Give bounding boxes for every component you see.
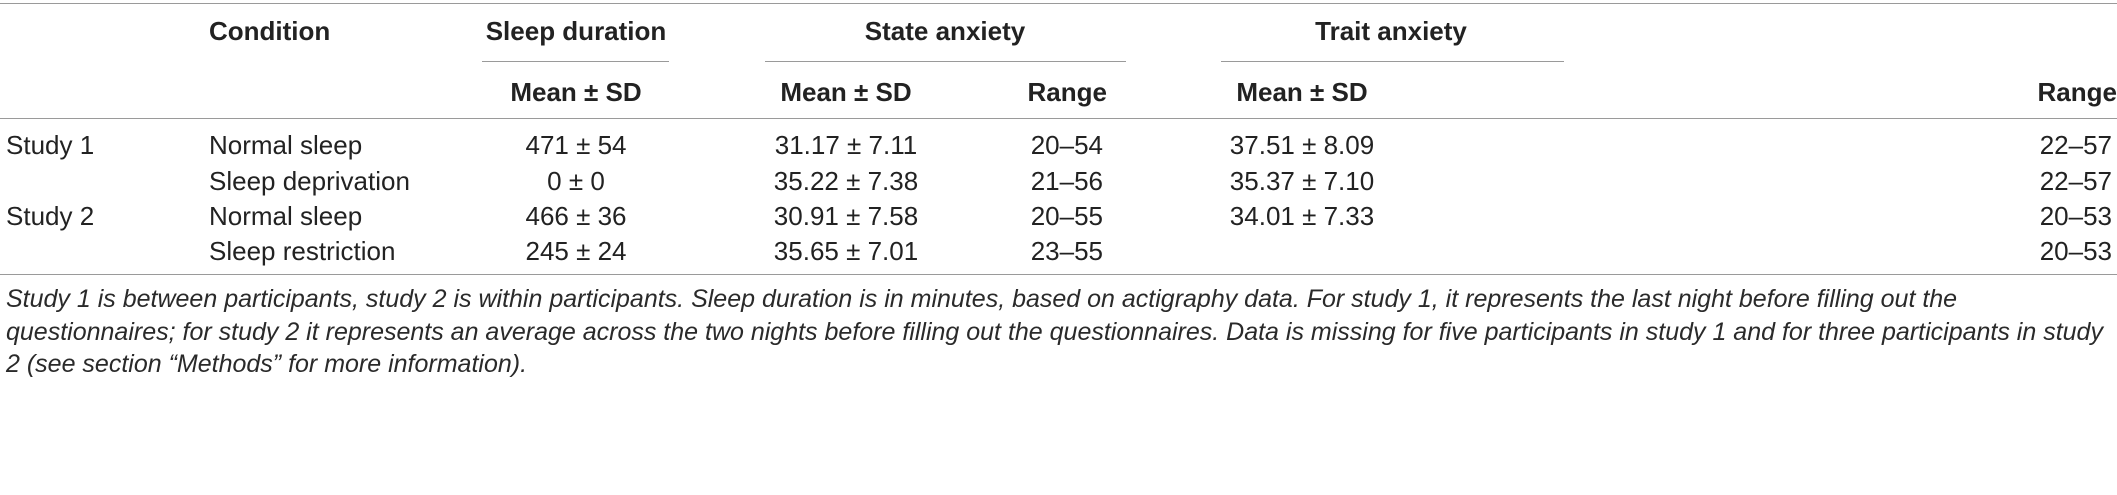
table-cell-trait-range: 20–53 xyxy=(2039,201,2112,231)
header-state-anxiety: State anxiety xyxy=(864,16,1026,46)
table-cell-study: Study 1 xyxy=(6,130,95,160)
table-cell-trait-mean: 34.01 ± 7.33 xyxy=(1229,201,1375,231)
table-cell-sleep-duration: 466 ± 36 xyxy=(525,201,627,231)
table-top-rule xyxy=(0,3,2117,4)
table-cell-state-mean: 31.17 ± 7.11 xyxy=(774,130,918,160)
table-cell-study: Study 2 xyxy=(6,201,95,231)
table-footnote: Study 1 is between participants, study 2… xyxy=(6,285,2103,378)
header-trait-anxiety: Trait anxiety xyxy=(1315,16,1467,46)
table-cell-state-mean: 30.91 ± 7.58 xyxy=(773,201,919,231)
table-cell-state-range: 23–55 xyxy=(1030,236,1103,266)
table-cell-condition: Sleep restriction xyxy=(209,236,396,266)
trait-anxiety-spanner-rule xyxy=(1221,61,1564,62)
table-cell-state-range: 21–56 xyxy=(1030,166,1103,196)
header-sleep-mean-sd: Mean ± SD xyxy=(510,77,642,107)
header-state-range: Range xyxy=(1027,77,1107,107)
state-anxiety-spanner-rule xyxy=(765,61,1126,62)
table-cell-trait-range: 20–53 xyxy=(2039,236,2112,266)
table-cell-trait-range: 22–57 xyxy=(2039,166,2112,196)
header-state-mean-sd: Mean ± SD xyxy=(780,77,912,107)
table-cell-state-mean: 35.65 ± 7.01 xyxy=(773,236,919,266)
table-cell-trait-range: 22–57 xyxy=(2039,130,2112,160)
table-cell-condition: Sleep deprivation xyxy=(209,166,410,196)
header-sleep-duration: Sleep duration xyxy=(485,16,667,46)
table-cell-sleep-duration: 245 ± 24 xyxy=(525,236,627,266)
table-cell-condition: Normal sleep xyxy=(209,130,363,160)
table-cell-trait-mean: 37.51 ± 8.09 xyxy=(1229,130,1375,160)
table-cell-trait-mean: 35.37 ± 7.10 xyxy=(1229,166,1375,196)
header-trait-range: Range xyxy=(2037,77,2117,107)
table-cell-sleep-duration: 0 ± 0 xyxy=(547,166,605,196)
header-trait-mean-sd: Mean ± SD xyxy=(1236,77,1368,107)
table-cell-condition: Normal sleep xyxy=(209,201,363,231)
sleep-duration-spanner-rule xyxy=(482,61,669,62)
table-cell-state-range: 20–55 xyxy=(1030,201,1103,231)
table-cell-state-range: 20–54 xyxy=(1030,130,1103,160)
table-bottom-rule xyxy=(0,274,2117,275)
header-bottom-rule xyxy=(0,118,2117,119)
table-cell-state-mean: 35.22 ± 7.38 xyxy=(773,166,919,196)
table-cell-sleep-duration: 471 ± 54 xyxy=(525,130,627,160)
header-condition: Condition xyxy=(209,16,331,46)
